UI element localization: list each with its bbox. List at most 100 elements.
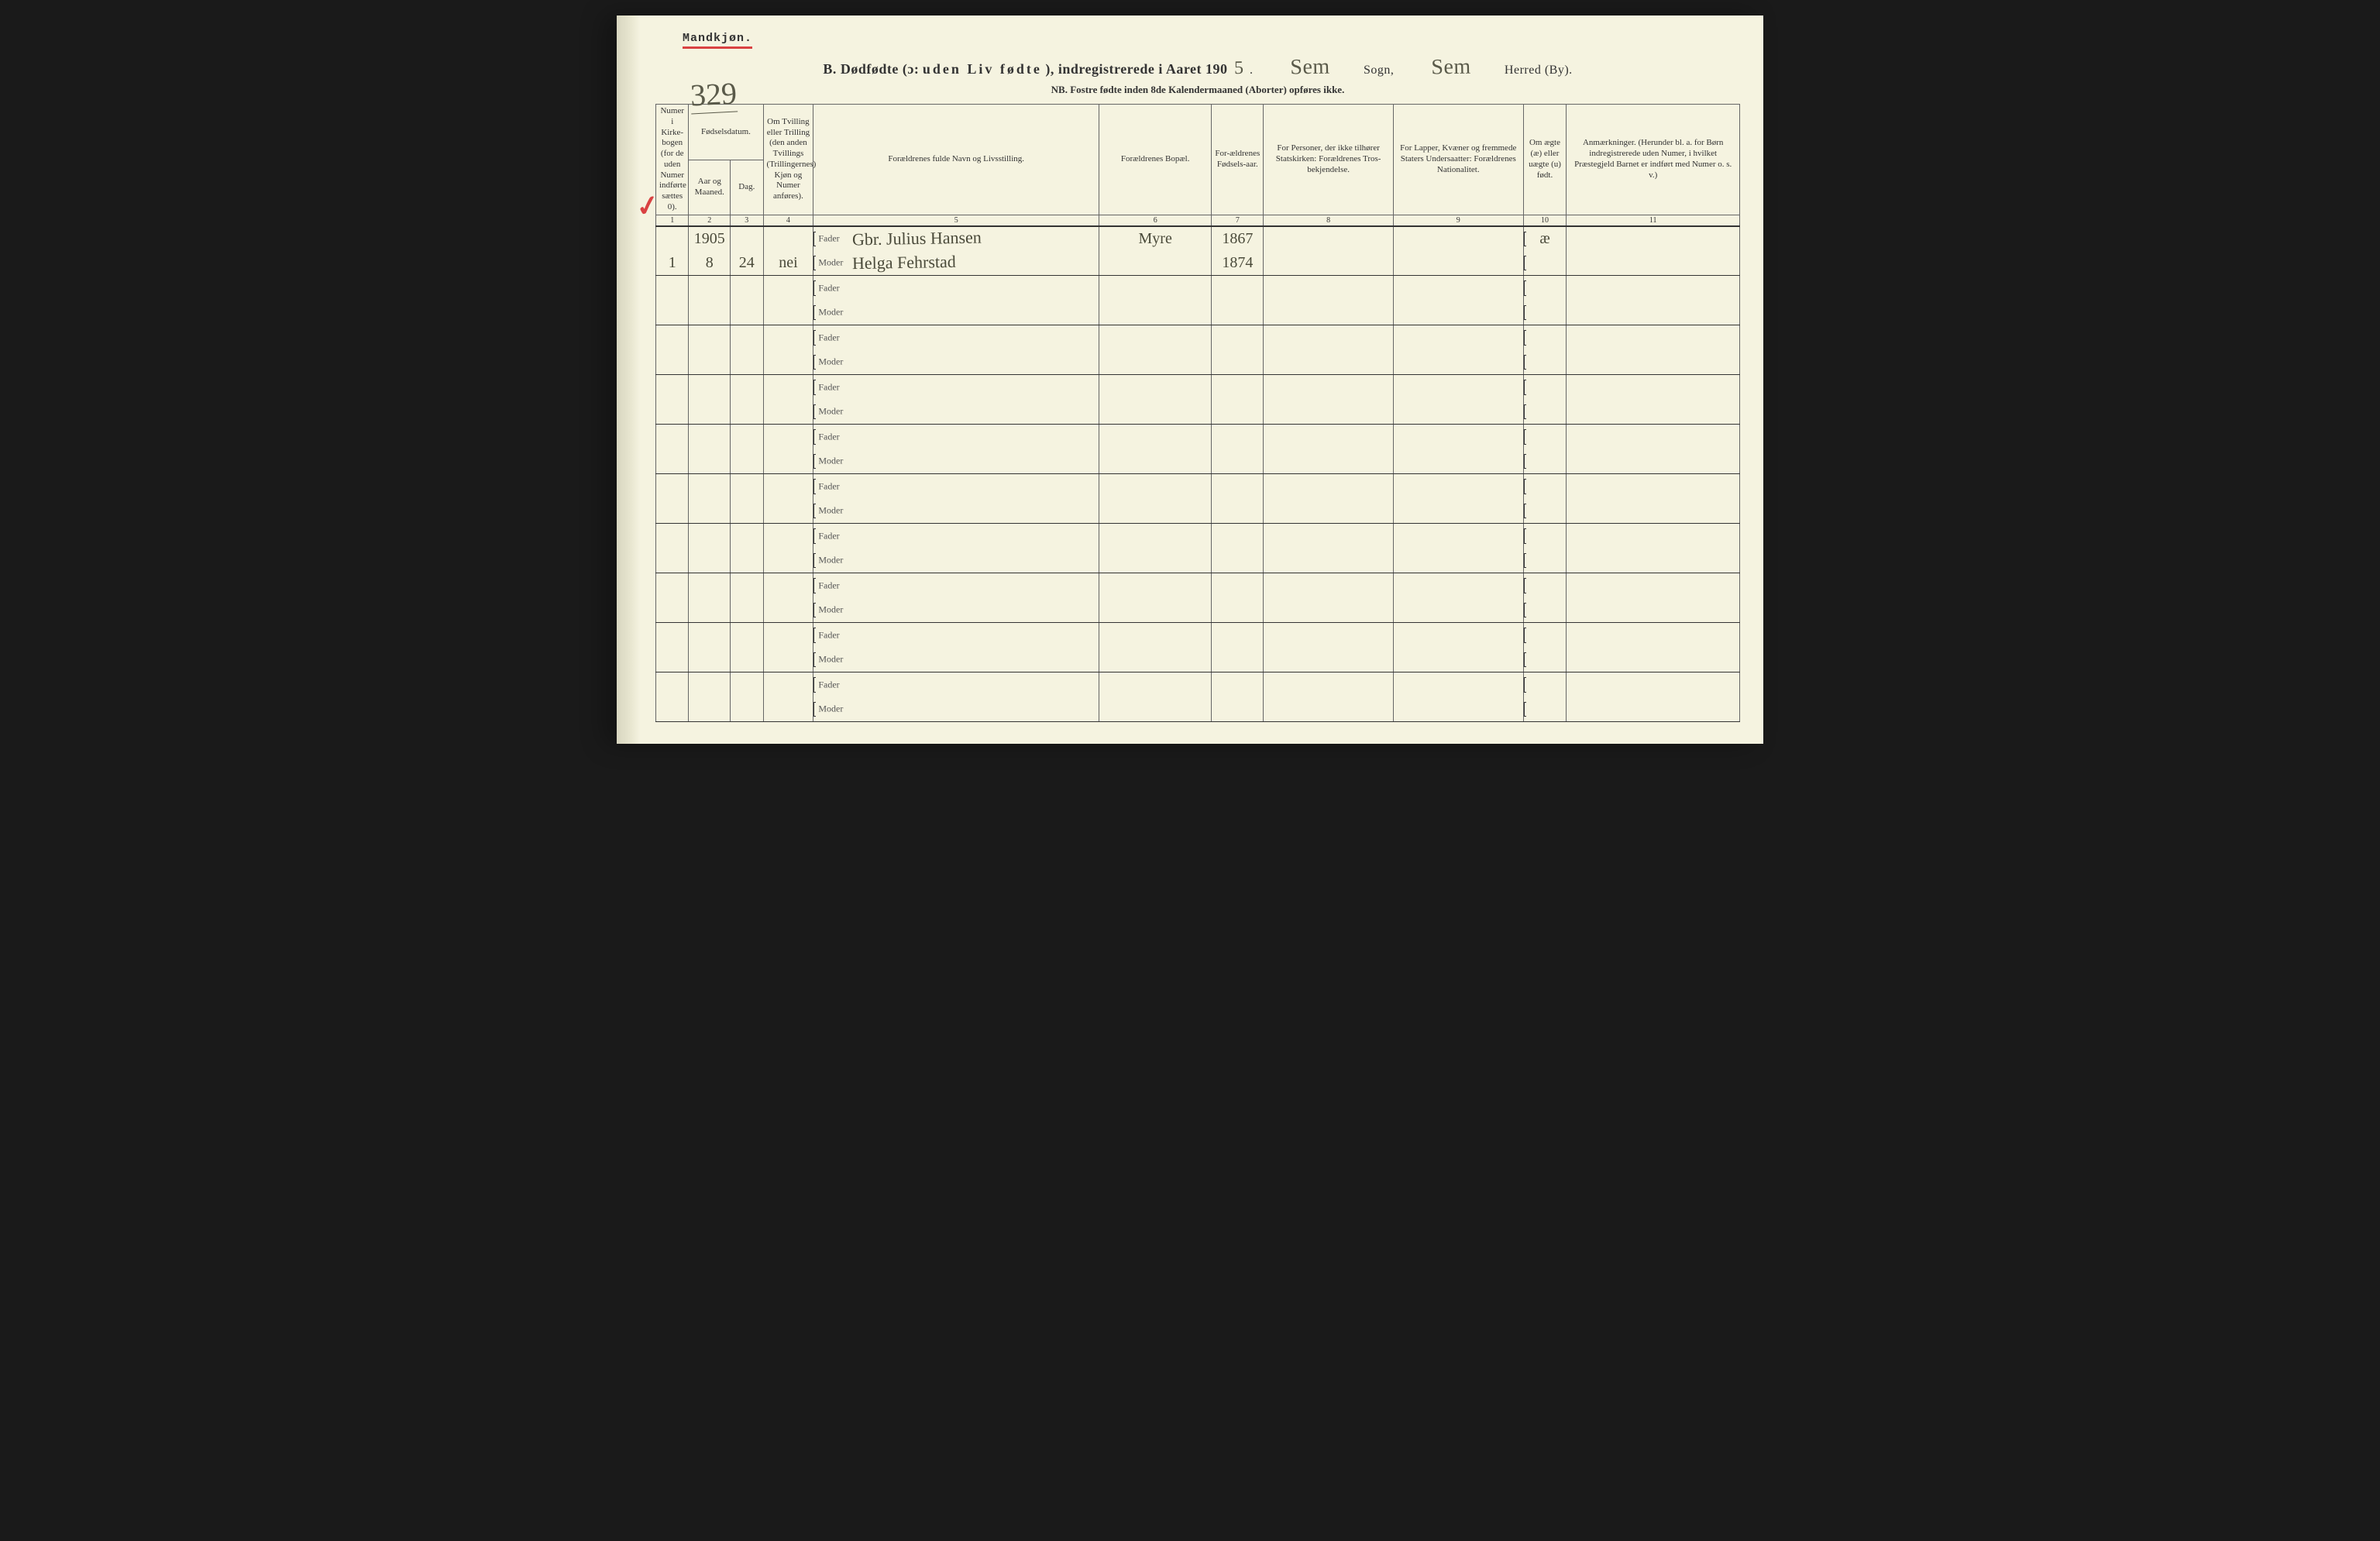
- cell-day: [731, 350, 763, 375]
- cell-day: [731, 301, 763, 325]
- cell-year: [689, 573, 731, 598]
- cell-num: [656, 672, 689, 697]
- cell-twin: [763, 499, 813, 524]
- cell-twin-top: [763, 425, 813, 449]
- cell-day: [731, 697, 763, 722]
- cell-moder: Moder: [813, 499, 1099, 524]
- col-header-6: Forældrenes Bopæl.: [1099, 105, 1212, 215]
- cell-day-top: [731, 474, 763, 499]
- cell-bopael: [1099, 425, 1212, 449]
- table-row: Fader: [656, 375, 1740, 400]
- table-row: Fader: [656, 524, 1740, 549]
- cell-bopael2: [1099, 400, 1212, 425]
- cell-moder: Moder: [813, 549, 1099, 573]
- cell-nat2: [1393, 549, 1523, 573]
- cell-moder: Moder: [813, 598, 1099, 623]
- cell-num: [656, 549, 689, 573]
- cell-legit: [1523, 276, 1567, 301]
- table-header: Numer i Kirke-bogen (for de uden Numer i…: [656, 105, 1740, 226]
- colnum: 3: [731, 215, 763, 226]
- cell-nat: [1393, 672, 1523, 697]
- cell-num: 1: [656, 251, 689, 276]
- cell-nat: [1393, 524, 1523, 549]
- cell-anm: [1567, 226, 1740, 251]
- cell-twin-top: [763, 623, 813, 648]
- cell-month: [689, 549, 731, 573]
- cell-moder-aar: [1212, 350, 1264, 375]
- cell-twin-top: [763, 474, 813, 499]
- cell-day-top: [731, 623, 763, 648]
- cell-anm2: [1567, 549, 1740, 573]
- table-row: Fader: [656, 623, 1740, 648]
- cell-num: [656, 226, 689, 251]
- cell-num: [656, 623, 689, 648]
- cell-fader-aar: [1212, 474, 1264, 499]
- col-header-11: Anmærkninger. (Herunder bl. a. for Børn …: [1567, 105, 1740, 215]
- cell-nat2: [1393, 697, 1523, 722]
- title-prefix: B. Dødfødte (ɔ:: [823, 61, 919, 77]
- cell-tros: [1264, 623, 1394, 648]
- cell-num: [656, 573, 689, 598]
- cell-anm2: [1567, 499, 1740, 524]
- cell-moder: Moder: [813, 697, 1099, 722]
- cell-bopael: [1099, 623, 1212, 648]
- cell-tros: [1264, 375, 1394, 400]
- col-header-7: For-ældrenes Fødsels-aar.: [1212, 105, 1264, 215]
- table-row: Fader: [656, 276, 1740, 301]
- cell-twin-top: [763, 375, 813, 400]
- table-row: Fader: [656, 325, 1740, 350]
- cell-day-top: [731, 573, 763, 598]
- cell-fader-aar: [1212, 672, 1264, 697]
- cell-fader: FaderGbr. Julius Hansen: [813, 226, 1099, 251]
- cell-year: [689, 425, 731, 449]
- cell-fader-aar: [1212, 425, 1264, 449]
- cell-legit: [1523, 672, 1567, 697]
- table-row: 1905FaderGbr. Julius HansenMyre1867æ: [656, 226, 1740, 251]
- col-header-2a: Aar og Maaned.: [689, 160, 731, 215]
- cell-anm: [1567, 524, 1740, 549]
- col-header-5: Forældrenes fulde Navn og Livsstilling.: [813, 105, 1099, 215]
- cell-fader-aar: [1212, 375, 1264, 400]
- cell-month: [689, 499, 731, 524]
- cell-tros: [1264, 425, 1394, 449]
- cell-legit: [1523, 425, 1567, 449]
- cell-moder-aar: 1874: [1212, 251, 1264, 276]
- table-row: Moder: [656, 499, 1740, 524]
- cell-fader: Fader: [813, 672, 1099, 697]
- cell-bopael2: [1099, 449, 1212, 474]
- cell-anm: [1567, 474, 1740, 499]
- cell-day-top: [731, 276, 763, 301]
- cell-legit: æ: [1523, 226, 1567, 251]
- cell-bopael2: [1099, 549, 1212, 573]
- cell-twin: [763, 549, 813, 573]
- cell-day: [731, 449, 763, 474]
- cell-nat: [1393, 474, 1523, 499]
- cell-num: [656, 375, 689, 400]
- cell-moder-aar: [1212, 598, 1264, 623]
- table-row: Moder: [656, 697, 1740, 722]
- cell-twin-top: [763, 325, 813, 350]
- cell-tros2: [1264, 251, 1394, 276]
- table-row: Moder: [656, 400, 1740, 425]
- table-row: Moder: [656, 598, 1740, 623]
- cell-fader-aar: [1212, 573, 1264, 598]
- cell-moder: Moder: [813, 350, 1099, 375]
- table-row: Moder: [656, 648, 1740, 672]
- cell-year: [689, 524, 731, 549]
- year-handwritten: 5: [1227, 58, 1250, 80]
- cell-legit2: [1523, 400, 1567, 425]
- cell-month: [689, 697, 731, 722]
- cell-fader-aar: [1212, 623, 1264, 648]
- cell-day: [731, 598, 763, 623]
- cell-month: 8: [689, 251, 731, 276]
- cell-day: [731, 400, 763, 425]
- cell-fader: Fader: [813, 325, 1099, 350]
- cell-moder-aar: [1212, 449, 1264, 474]
- cell-legit2: [1523, 499, 1567, 524]
- cell-tros2: [1264, 400, 1394, 425]
- cell-anm2: [1567, 648, 1740, 672]
- cell-twin-top: [763, 276, 813, 301]
- cell-bopael2: [1099, 499, 1212, 524]
- cell-legit2: [1523, 449, 1567, 474]
- cell-anm2: [1567, 449, 1740, 474]
